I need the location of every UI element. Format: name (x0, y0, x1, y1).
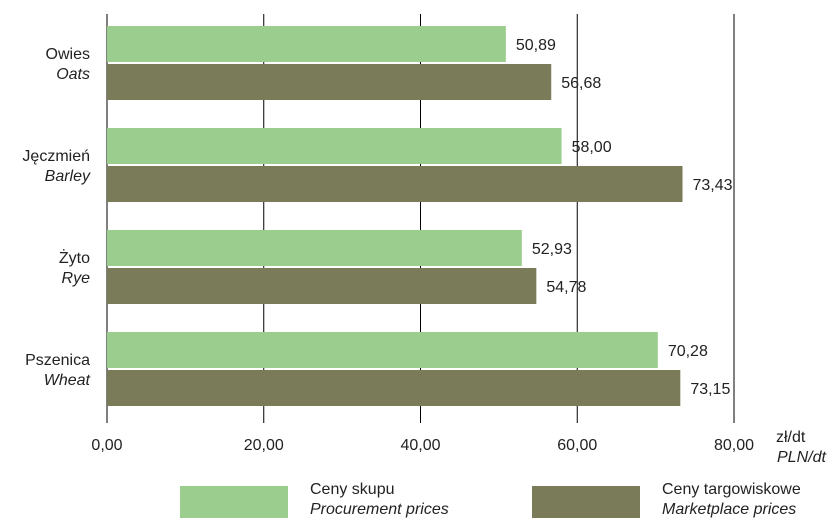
x-axis-ticks: 0,00 20,00 40,00 60,00 80,00 (91, 437, 754, 454)
data-label: 73,43 (693, 177, 733, 194)
legend-item-procurement: Ceny skupu Procurement prices (310, 480, 449, 520)
category-label-en: Oats (56, 66, 90, 83)
bar-marketplace (107, 268, 537, 304)
unit-label-en: PLN/dt (777, 449, 826, 466)
x-tick-label: 40,00 (400, 437, 440, 454)
data-label: 54,78 (546, 279, 586, 296)
category-label-pl: Jęczmień (22, 148, 90, 165)
category-label-en: Wheat (44, 372, 91, 389)
data-label: 73,15 (690, 381, 730, 398)
data-label: 58,00 (572, 139, 612, 156)
bar-marketplace (107, 64, 552, 100)
bar-procurement (107, 26, 506, 62)
category-labels: Owies Oats Jęczmień Barley Żyto Rye Pszenica Wh… (22, 46, 91, 389)
legend-item-marketplace: Ceny targowiskowe Marketplace prices (662, 480, 801, 520)
data-label: 70,28 (668, 343, 708, 360)
x-tick-label: 60,00 (557, 437, 597, 454)
category-label-en: Rye (62, 270, 91, 287)
legend-label-procurement-pl: Ceny skupu (310, 481, 395, 498)
bar-chart: 50,89 56,68 58,00 73,43 52,93 54,78 70,28 73,15… (22, 14, 826, 466)
category-label-en: Barley (45, 168, 91, 185)
bar-marketplace (107, 166, 683, 202)
x-tick-label: 80,00 (714, 437, 754, 454)
x-tick-label: 20,00 (244, 437, 284, 454)
legend-label-procurement-en: Procurement prices (310, 501, 449, 518)
category-label-pl: Pszenica (25, 352, 90, 369)
bar-procurement (107, 332, 658, 368)
bar-marketplace (107, 370, 681, 406)
unit-label-pl: zł/dt (776, 429, 806, 446)
data-labels: 50,89 56,68 58,00 73,43 52,93 54,78 70,28 73,15 (516, 37, 733, 398)
bar-procurement (107, 128, 562, 164)
bar-procurement (107, 230, 522, 266)
legend-swatch-procurement (180, 486, 288, 518)
bars (107, 26, 683, 406)
data-label: 52,93 (532, 241, 572, 258)
data-label: 56,68 (561, 75, 601, 92)
legend-label-marketplace-pl: Ceny targowiskowe (662, 481, 801, 498)
data-label: 50,89 (516, 37, 556, 54)
legend-swatch-marketplace (532, 486, 640, 518)
category-label-pl: Owies (46, 46, 90, 63)
category-label-pl: Żyto (59, 248, 90, 267)
legend-label-marketplace-en: Marketplace prices (662, 501, 797, 518)
x-tick-label: 0,00 (91, 437, 122, 454)
